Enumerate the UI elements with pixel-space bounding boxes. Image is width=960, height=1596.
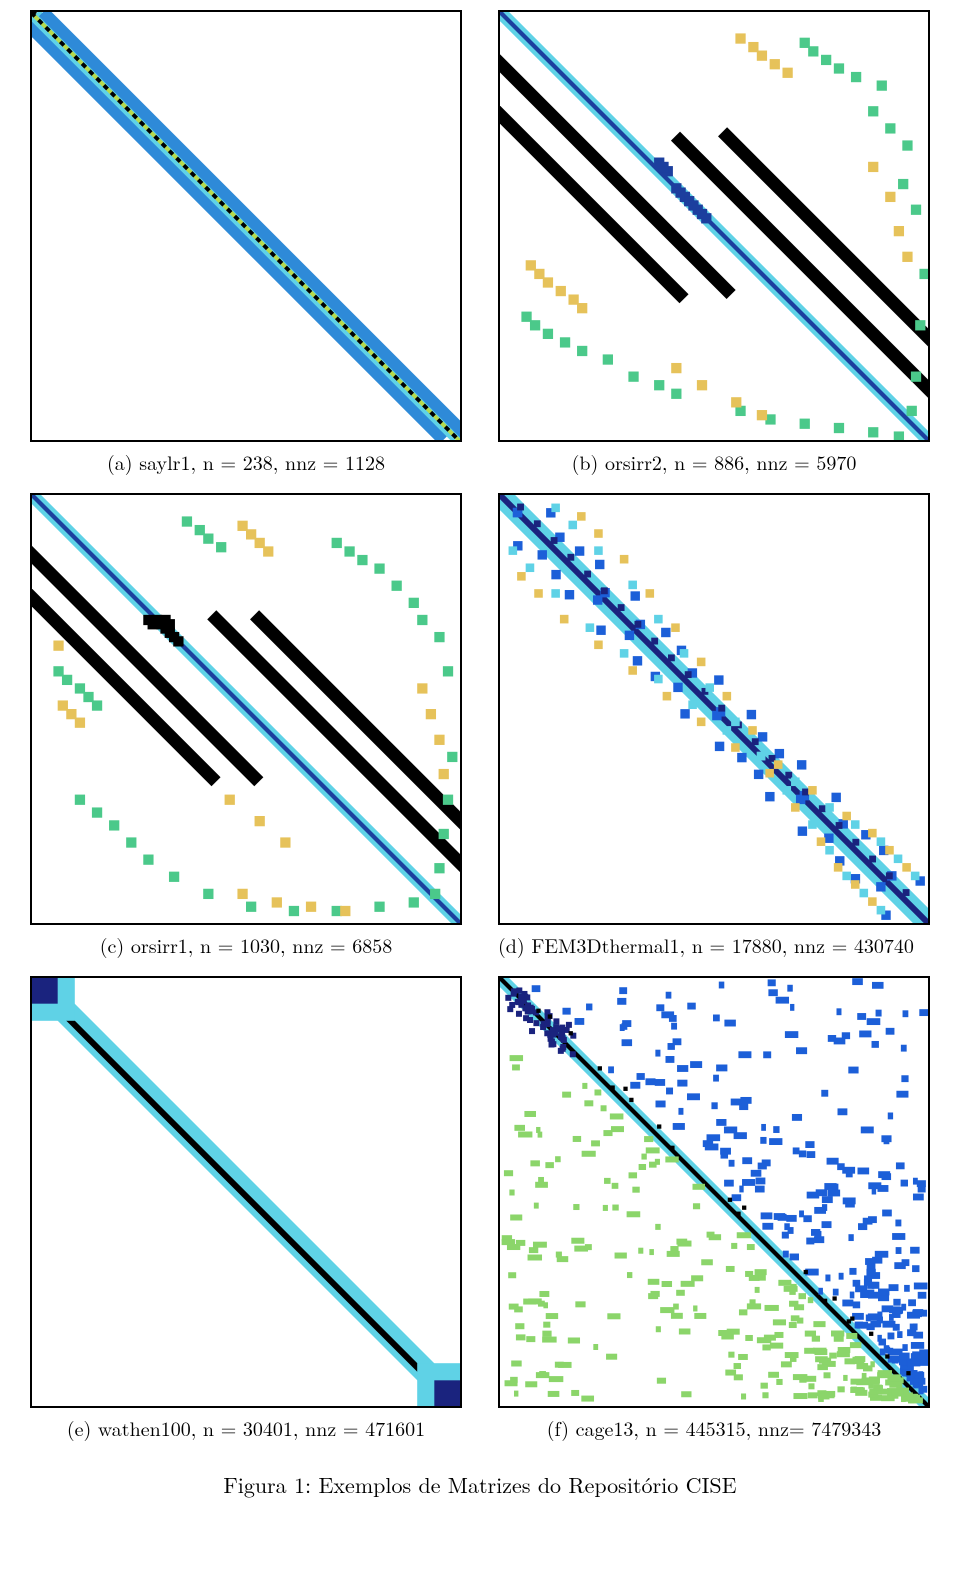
panel-e-cell: (e) wathen100, n = 30401, nnz = 471601 bbox=[30, 976, 462, 1441]
panel-d-cell: (d) FEM3Dthermal1, n = 17880, nnz = 4307… bbox=[498, 493, 930, 958]
panel-c-cell: (c) orsirr1, n = 1030, nnz = 6858 bbox=[30, 493, 462, 958]
panel-b-caption: (b) orsirr2, n = 886, nnz = 5970 bbox=[498, 448, 930, 475]
panel-d bbox=[498, 493, 930, 925]
panel-e-caption: (e) wathen100, n = 30401, nnz = 471601 bbox=[30, 1414, 462, 1441]
panel-f-caption: (f) cage13, n = 445315, nnz= 7479343 bbox=[498, 1414, 930, 1441]
panel-e bbox=[30, 976, 462, 1408]
figure-page: (a) saylr1, n = 238, nnz = 1128 (b) orsi… bbox=[0, 0, 960, 1540]
panel-f-cell: (f) cage13, n = 445315, nnz= 7479343 bbox=[498, 976, 930, 1441]
panel-b bbox=[498, 10, 930, 442]
panel-a-cell: (a) saylr1, n = 238, nnz = 1128 bbox=[30, 10, 462, 475]
panel-b-cell: (b) orsirr2, n = 886, nnz = 5970 bbox=[498, 10, 930, 475]
panel-a-caption: (a) saylr1, n = 238, nnz = 1128 bbox=[30, 448, 462, 475]
figure-caption: Figura 1: Exemplos de Matrizes do Reposi… bbox=[30, 1469, 930, 1500]
panel-c-caption: (c) orsirr1, n = 1030, nnz = 6858 bbox=[30, 931, 462, 958]
panel-d-caption: (d) FEM3Dthermal1, n = 17880, nnz = 4307… bbox=[498, 931, 930, 958]
panel-grid: (a) saylr1, n = 238, nnz = 1128 (b) orsi… bbox=[30, 10, 930, 1441]
panel-a bbox=[30, 10, 462, 442]
panel-c bbox=[30, 493, 462, 925]
panel-f bbox=[498, 976, 930, 1408]
